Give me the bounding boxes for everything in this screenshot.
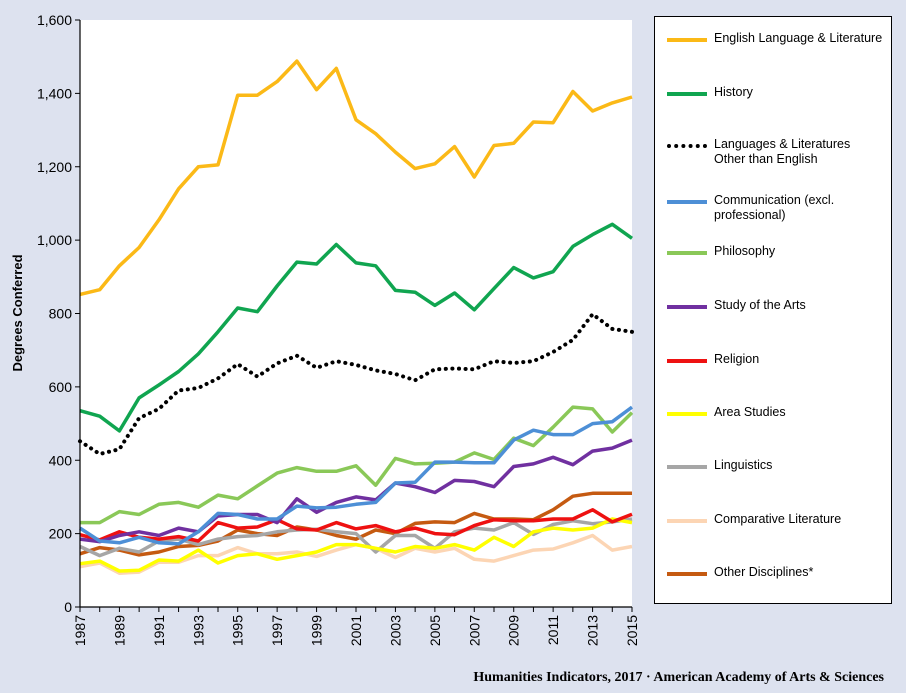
x-tick-label: 1999 (309, 615, 325, 646)
series-line (79, 222, 634, 433)
legend-label: English Language & Literature (714, 31, 883, 45)
series-line (78, 312, 634, 456)
y-tick-label: 600 (49, 379, 73, 395)
x-tick-label: 2003 (387, 615, 403, 646)
legend-swatch (667, 519, 707, 523)
series-line (79, 438, 633, 544)
series-line (79, 517, 633, 573)
series-line (79, 405, 634, 546)
source-credit: Humanities Indicators, 2017 · American A… (473, 670, 884, 685)
y-tick-layer: 0 200 400 600 800 1,000 1,200 1,400 1,600 (37, 12, 80, 615)
legend-label: Philosophy (714, 244, 776, 258)
y-tick-label: 800 (49, 306, 73, 322)
legend-swatch (667, 92, 707, 96)
legend-label: Area Studies (714, 405, 786, 419)
x-tick-label: 2011 (545, 615, 561, 645)
legend-swatch (667, 465, 707, 469)
series-line (79, 59, 633, 297)
legend: English Language & Literature History Lang… (654, 16, 892, 604)
legend-swatch (667, 144, 707, 148)
y-tick-label: 0 (64, 599, 72, 615)
x-tick-label: 2005 (427, 615, 443, 646)
series-line (79, 508, 633, 543)
x-tick-layer: 1987 1989 1991 1993 1995 1997 1999 2001 2003 2005… (72, 607, 640, 646)
x-tick-label: 1991 (151, 615, 167, 646)
x-tick-label: 1997 (269, 615, 285, 646)
x-tick-label: 2013 (585, 615, 601, 646)
x-tick-label: 1993 (190, 615, 206, 646)
legend-label: Communication (excl. professional) (714, 193, 835, 222)
y-tick-label: 1,200 (37, 159, 72, 175)
legend-swatch (667, 359, 707, 363)
x-tick-label: 2015 (624, 615, 640, 646)
legend-label: Religion (714, 352, 760, 366)
legend-label: Other Disciplines* (714, 565, 814, 579)
legend-label: Linguistics (714, 458, 773, 472)
legend-label: Comparative Literature (714, 512, 842, 526)
series-line (79, 491, 632, 557)
y-tick-label: 1,400 (37, 85, 72, 101)
series-line (80, 405, 634, 525)
x-tick-label: 1987 (72, 615, 88, 646)
x-tick-label: 1995 (230, 615, 246, 646)
legend-swatch (667, 38, 707, 42)
y-tick-label: 1,000 (37, 232, 72, 248)
x-tick-label: 1989 (111, 615, 127, 646)
legend-swatch (667, 305, 707, 309)
legend-label: History (714, 85, 753, 99)
series-layer (78, 59, 634, 575)
y-tick-label: 400 (49, 452, 73, 468)
legend-swatch (667, 412, 707, 416)
x-tick-label: 2009 (506, 615, 522, 646)
y-tick-label: 1,600 (37, 12, 72, 28)
legend-swatch (667, 572, 707, 576)
legend-label: Languages & Literatures Other than Engli… (714, 137, 851, 166)
x-tick-label: 2007 (466, 615, 482, 646)
x-tick-label: 2001 (348, 615, 364, 646)
y-axis-label: Degrees Conferred (10, 254, 25, 371)
legend-label: Study of the Arts (714, 298, 806, 312)
y-tick-label: 200 (49, 526, 73, 542)
legend-swatch (667, 251, 707, 255)
legend-swatch (667, 200, 707, 204)
